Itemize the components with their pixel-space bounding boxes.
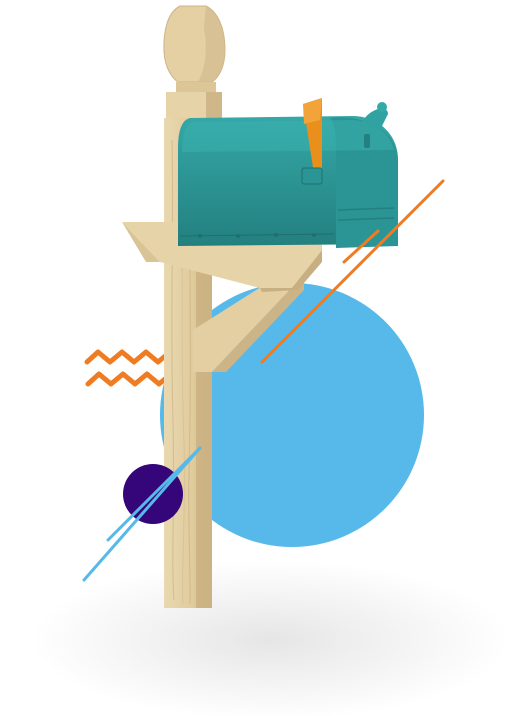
mailbox-flag — [301, 98, 323, 185]
orange-diagonal-line — [260, 179, 445, 364]
blue-diagonal-line-long — [82, 446, 202, 582]
blue-diagonal-line-short — [106, 446, 202, 542]
flag-bracket — [301, 167, 323, 185]
orange-diagonal-line-short — [342, 229, 380, 264]
post-brace — [193, 275, 304, 372]
mailbox — [178, 102, 398, 248]
ground-shadow — [30, 560, 510, 716]
mailbox-door — [330, 117, 398, 248]
